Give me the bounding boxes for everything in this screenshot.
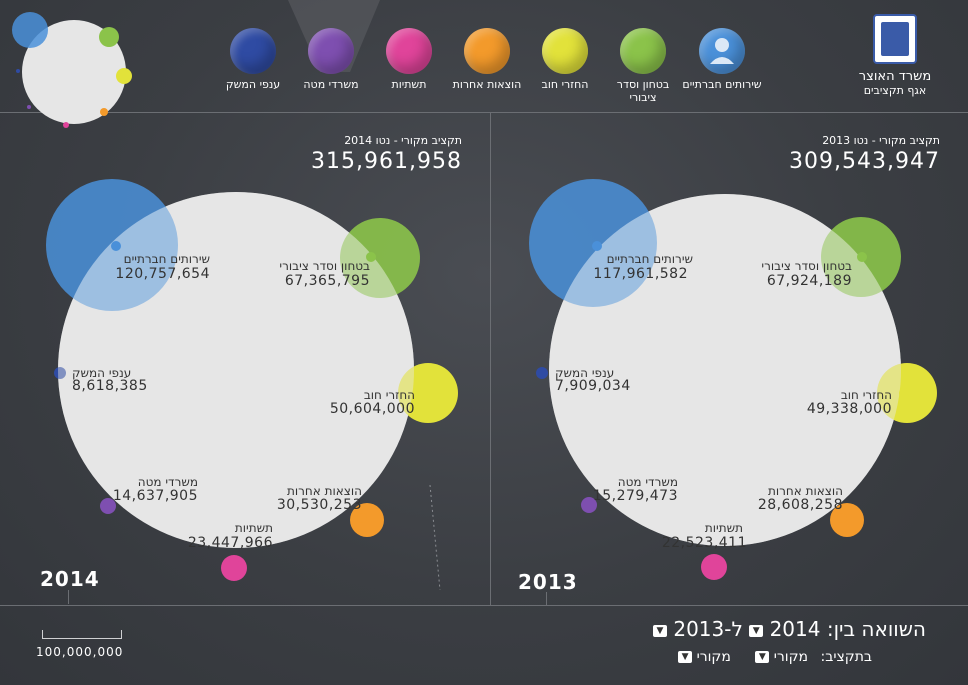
left-hq-label: משרדי מטה <box>137 475 198 489</box>
right-total-label: תקציב מקורי - נטו 2013 <box>822 134 940 147</box>
right-year-tick <box>546 592 547 606</box>
left-debt-label: החזרי חוב <box>363 388 415 402</box>
left-economy-bubble <box>54 367 66 379</box>
left-security-value: 67,365,795 <box>284 273 370 289</box>
left-other-value: 30,530,253 <box>276 497 362 513</box>
dropdown-arrow-icon[interactable]: ▼ <box>749 624 764 637</box>
dropdown-arrow-icon[interactable]: ▼ <box>653 624 667 637</box>
legend-item[interactable]: משרדי מטה <box>291 28 371 91</box>
top-divider <box>0 112 968 113</box>
dropdown-arrow-icon[interactable]: ▼ <box>678 651 693 663</box>
right-social-label: שירותים חברתיים <box>606 252 693 266</box>
left-social-label: שירותים חברתיים <box>123 252 210 266</box>
right-hq-label: משרדי מטה <box>617 475 678 489</box>
scale-bar <box>42 638 122 639</box>
legend-label: תשתיות <box>391 78 427 91</box>
right-bubble-chart <box>529 179 937 580</box>
right-economy-bubble <box>536 367 548 379</box>
left-total-value: 315,961,958 <box>311 149 462 174</box>
budget-option-a-select[interactable]: מקורי ▼ <box>755 649 808 665</box>
bottom-divider <box>0 605 968 606</box>
legend-item[interactable]: תשתיות <box>369 28 449 91</box>
center-divider <box>490 112 491 606</box>
left-year-label: 2014 <box>40 567 100 591</box>
year-b-select[interactable]: 2013 ▼ <box>653 617 724 641</box>
right-debt-label: החזרי חוב <box>840 388 892 402</box>
left-other-label: הוצאות אחרות <box>286 484 362 498</box>
legend-item[interactable]: ענפי המשק <box>213 28 293 91</box>
budget-type-label: בתקציב: <box>820 649 872 665</box>
mini-overview-map[interactable] <box>8 10 138 130</box>
right-hq-value: 15,279,473 <box>592 488 678 504</box>
left-economy-value: 8,618,385 <box>72 378 148 394</box>
state-emblem-icon <box>873 14 917 64</box>
budget-option-b-select[interactable]: מקורי ▼ <box>678 649 731 665</box>
compare-connector: ל- <box>724 617 743 641</box>
scale-value: 100,000,000 <box>36 645 124 659</box>
left-infra-label: תשתיות <box>234 521 273 535</box>
right-other-label: הוצאות אחרות <box>767 484 843 498</box>
legend-item[interactable]: החזרי חוב <box>525 28 605 91</box>
right-economy-label: ענפי המשק <box>555 366 615 380</box>
left-hq-value: 14,637,905 <box>112 488 198 504</box>
left-hq-bubble <box>100 498 116 514</box>
dropdown-arrow-icon[interactable]: ▼ <box>755 651 770 663</box>
legend-label: הוצאות אחרות <box>452 78 522 91</box>
left-social-value: 120,757,654 <box>115 266 210 282</box>
left-security-bubble <box>340 218 420 298</box>
right-year-label: 2013 <box>518 570 578 594</box>
person-icon[interactable] <box>699 28 745 74</box>
legend-color-ball[interactable] <box>386 28 432 74</box>
left-security-label: בטחון וסדר ציבורי <box>279 259 370 273</box>
right-economy-value: 7,909,034 <box>555 378 631 394</box>
left-bubble-chart <box>46 179 458 590</box>
right-debt-value: 49,338,000 <box>806 401 892 417</box>
legend-label: שירותים חברתיים <box>682 78 762 91</box>
compare-prefix: השוואה בין: <box>826 617 926 641</box>
legend-label: משרדי מטה <box>303 78 359 91</box>
year-a-select[interactable]: 2014 ▼ <box>749 617 820 641</box>
left-total-label: תקציב מקורי - נטו 2014 <box>344 134 462 147</box>
legend-label: החזרי חוב <box>541 78 589 91</box>
right-social-value: 117,961,582 <box>593 266 688 282</box>
legend-color-ball[interactable] <box>230 28 276 74</box>
compare-row: השוואה בין: 2014 ▼ ל-2013 ▼ <box>653 617 926 641</box>
right-other-bubble <box>830 503 864 537</box>
right-total-value: 309,543,947 <box>789 149 940 174</box>
right-security-value: 67,924,189 <box>766 273 852 289</box>
legend-item[interactable]: הוצאות אחרות <box>447 28 527 91</box>
legend-color-ball[interactable] <box>464 28 510 74</box>
legend-item[interactable]: בטחון וסדר ציבורי <box>603 28 683 104</box>
ministry-sub: אגף תקציבים <box>863 84 927 97</box>
left-year-tick <box>68 590 69 604</box>
legend-color-ball[interactable] <box>308 28 354 74</box>
ministry-header: משרד האוצר אגף תקציבים <box>840 14 950 98</box>
left-debt-value: 50,604,000 <box>329 401 415 417</box>
budget-type-row: בתקציב: מקורי ▼ מקורי ▼ <box>678 649 872 665</box>
legend-color-ball[interactable] <box>620 28 666 74</box>
right-other-value: 28,608,258 <box>757 497 843 513</box>
left-infra-value: 23,447,966 <box>187 535 273 551</box>
legend-label: בטחון וסדר ציבורי <box>616 78 670 104</box>
left-other-bubble <box>350 503 384 537</box>
right-infra-label: תשתיות <box>704 521 743 535</box>
legend-color-ball[interactable] <box>542 28 588 74</box>
left-economy-label: ענפי המשק <box>72 366 132 380</box>
right-security-label: בטחון וסדר ציבורי <box>761 259 852 273</box>
legend-item[interactable]: שירותים חברתיים <box>682 28 762 91</box>
legend-label: ענפי המשק <box>225 78 281 91</box>
right-hq-bubble <box>581 497 597 513</box>
right-infra-value: 22,523,411 <box>661 535 747 551</box>
ministry-name: משרד האוצר <box>858 69 932 84</box>
